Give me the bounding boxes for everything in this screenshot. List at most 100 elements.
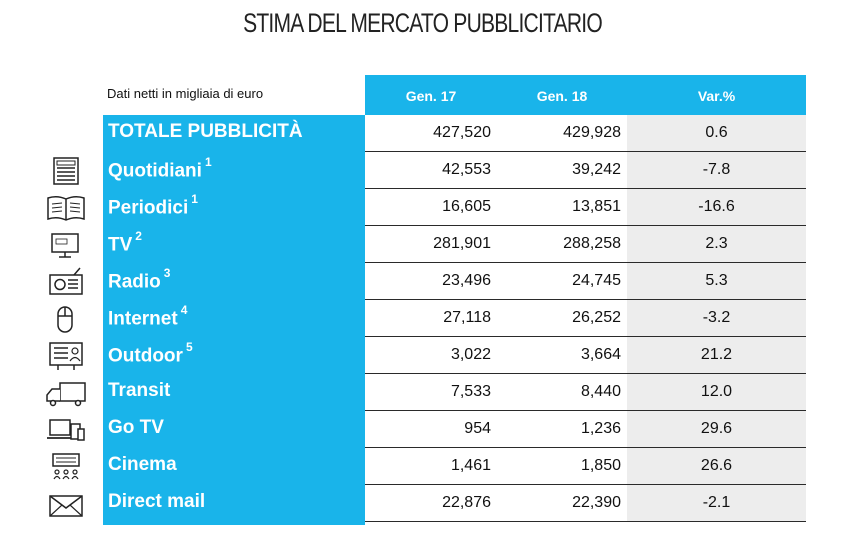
row-label-text: Internet	[108, 308, 178, 330]
col-header-gen18: Gen. 18	[536, 88, 588, 104]
cell-gen18: 26,252	[572, 309, 621, 326]
cell-gen18: 1,236	[580, 420, 621, 437]
row-label-text: Cinema	[108, 454, 177, 475]
truck-icon	[44, 377, 88, 409]
units-note: Dati netti in migliaia di euro	[107, 86, 264, 101]
row-label: Internet 4	[108, 303, 188, 330]
cell-gen18: 429,928	[563, 124, 621, 141]
cell-gen17: 954	[464, 420, 491, 437]
row-label: Quotidiani 1	[108, 155, 212, 182]
cell-var: 21.2	[700, 346, 733, 363]
radio-icon	[44, 266, 88, 298]
row-label: Go TV	[108, 417, 164, 439]
table-row: Periodici 1 16,605 13,851 -16.6	[0, 189, 845, 226]
row-label-text: Transit	[108, 380, 171, 401]
cell-gen18: 288,258	[563, 235, 621, 252]
cell-gen18: 24,745	[572, 272, 621, 289]
cell-gen17: 7,533	[450, 383, 491, 400]
cell-gen17: 27,118	[443, 309, 491, 326]
cell-gen18: 8,440	[580, 383, 621, 400]
cinema-icon	[44, 451, 88, 483]
cell-gen17: 1,461	[450, 457, 491, 474]
footnote-marker: 1	[204, 155, 212, 169]
row-cells: 16,605 13,851 -16.6	[365, 189, 806, 226]
table-row: Radio 3 23,496 24,745 5.3	[0, 263, 845, 300]
category-column	[103, 115, 365, 525]
cell-var: 2.3	[705, 235, 728, 252]
row-cells: 23,496 24,745 5.3	[365, 263, 806, 300]
row-label-text: Go TV	[108, 417, 164, 438]
cell-gen17: 3,022	[450, 346, 491, 363]
row-cells: 281,901 288,258 2.3	[365, 226, 806, 263]
cell-var: 5.3	[705, 272, 728, 289]
cell-gen18: 39,242	[572, 161, 621, 178]
table-row: TV 2 281,901 288,258 2.3	[0, 226, 845, 263]
footnote-marker: 3	[163, 266, 171, 280]
row-cells: 954 1,236 29.6	[365, 411, 806, 448]
envelope-icon	[44, 488, 88, 520]
magazine-icon	[44, 192, 88, 224]
cell-var: 12.0	[700, 383, 733, 400]
footnote-marker: 1	[191, 192, 198, 206]
row-cells: 1,461 1,850 26.6	[365, 448, 806, 485]
row-label-text: TOTALE PUBBLICITÀ	[108, 121, 303, 142]
footnote-marker: 4	[180, 303, 188, 317]
row-label: Outdoor 5	[108, 340, 193, 367]
mouse-icon	[44, 303, 88, 335]
row-label-text: Periodici	[108, 197, 189, 219]
cell-var: -16.6	[698, 198, 735, 215]
cell-gen17: 22,876	[442, 494, 491, 511]
row-label: Transit	[108, 380, 170, 402]
cell-gen17: 281,901	[433, 235, 491, 252]
row-label-text: TV	[108, 234, 133, 256]
cell-var: 26.6	[700, 457, 733, 474]
table-header: Gen. 17 Gen. 18 Var.%	[365, 75, 806, 115]
cell-gen17: 16,605	[442, 198, 491, 215]
newspaper-icon	[44, 155, 88, 187]
cell-gen17: 42,553	[442, 161, 491, 178]
col-header-var: Var.%	[697, 88, 736, 104]
table-row: Outdoor 5 3,022 3,664 21.2	[0, 337, 845, 374]
footnote-marker: 5	[185, 340, 193, 354]
devices-icon	[44, 414, 88, 446]
table-row: Internet 4 27,118 26,252 -3.2	[0, 300, 845, 337]
billboard-icon	[44, 340, 88, 372]
cell-gen17: 23,496	[442, 272, 491, 289]
row-cells: 7,533 8,440 12.0	[365, 374, 806, 411]
table-row: TOTALE PUBBLICITÀ 427,520 429,928 0.6	[0, 115, 845, 152]
cell-gen18: 1,850	[580, 457, 621, 474]
row-label: TOTALE PUBBLICITÀ	[108, 121, 303, 143]
row-label: Radio 3	[108, 266, 171, 293]
row-label-text: Radio	[108, 271, 161, 293]
row-label-text: Quotidiani	[108, 160, 202, 182]
row-label: Cinema	[108, 454, 177, 476]
col-header-gen17: Gen. 17	[405, 88, 457, 104]
cell-gen18: 22,390	[572, 494, 621, 511]
row-label: Periodici 1	[108, 192, 198, 219]
row-label-text: Outdoor	[108, 345, 183, 367]
page-title: STIMA DEL MERCATO PUBBLICITARIO	[243, 8, 603, 38]
row-label: Direct mail	[108, 491, 205, 513]
row-cells: 427,520 429,928 0.6	[365, 115, 806, 152]
row-cells: 22,876 22,390 -2.1	[365, 485, 806, 522]
row-cells: 27,118 26,252 -3.2	[365, 300, 806, 337]
cell-var: 29.6	[700, 420, 733, 437]
cell-gen18: 13,851	[572, 198, 621, 215]
table-row: Direct mail 22,876 22,390 -2.1	[0, 485, 845, 522]
cell-var: -3.2	[702, 309, 731, 326]
table-row: Quotidiani 1 42,553 39,242 -7.8	[0, 152, 845, 189]
tv-icon	[44, 229, 88, 261]
cell-var: -7.8	[702, 161, 731, 178]
table-row: Go TV 954 1,236 29.6	[0, 411, 845, 448]
cell-var: -2.1	[702, 494, 731, 511]
row-label: TV 2	[108, 229, 142, 256]
cell-gen18: 3,664	[580, 346, 621, 363]
cell-gen17: 427,520	[433, 124, 491, 141]
row-label-text: Direct mail	[108, 491, 206, 512]
table-row: Cinema 1,461 1,850 26.6	[0, 448, 845, 485]
row-cells: 42,553 39,242 -7.8	[365, 152, 806, 189]
row-cells: 3,022 3,664 21.2	[365, 337, 806, 374]
footnote-marker: 2	[135, 229, 142, 243]
table-row: Transit 7,533 8,440 12.0	[0, 374, 845, 411]
cell-var: 0.6	[705, 124, 728, 141]
